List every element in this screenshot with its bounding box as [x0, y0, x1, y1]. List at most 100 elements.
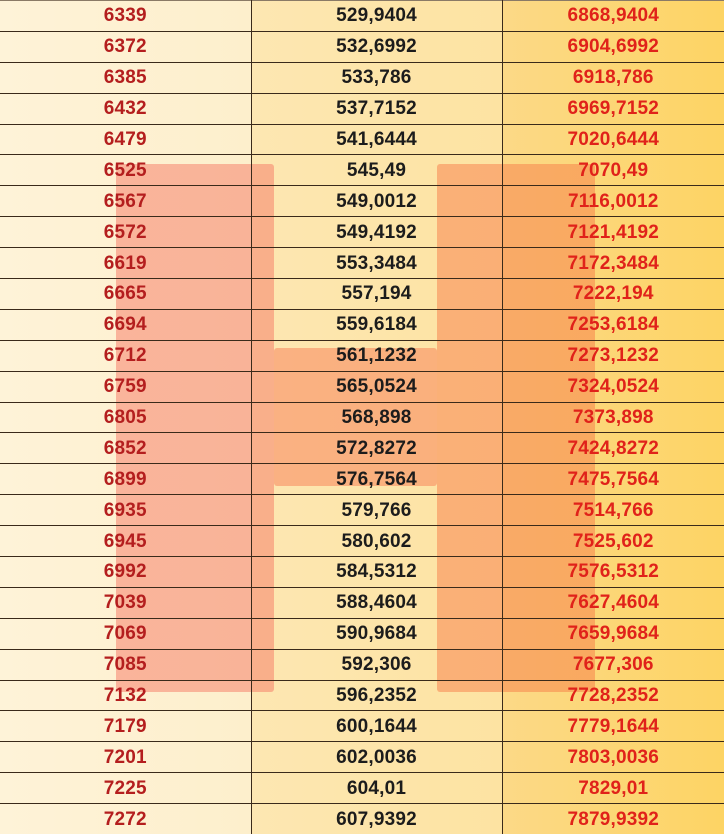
base-value-cell[interactable]: 7069 [0, 618, 252, 650]
base-value-cell[interactable]: 7179 [0, 710, 252, 743]
total-value-cell[interactable]: 6868,9404 [502, 0, 724, 32]
base-value-cell[interactable]: 7225 [0, 772, 252, 805]
added-value-cell[interactable]: 580,602 [251, 525, 503, 558]
total-value-cell[interactable]: 7475,7564 [502, 463, 724, 496]
base-value-cell[interactable]: 6992 [0, 556, 252, 588]
table-row: 6935 579,766 7514,766 [0, 494, 724, 527]
total-value-cell[interactable]: 7627,4604 [502, 587, 724, 619]
total-value-cell[interactable]: 7121,4192 [502, 216, 724, 249]
base-value-cell[interactable]: 6945 [0, 525, 252, 558]
table-row: 7225 604,01 7829,01 [0, 772, 724, 805]
added-value-cell[interactable]: 541,6444 [251, 124, 503, 156]
total-value-cell[interactable]: 7677,306 [502, 649, 724, 681]
added-value-cell[interactable]: 549,4192 [251, 216, 503, 249]
base-value-cell[interactable]: 7132 [0, 680, 252, 712]
total-value-cell[interactable]: 7659,9684 [502, 618, 724, 650]
base-value-cell[interactable]: 7085 [0, 649, 252, 681]
added-value-cell[interactable]: 590,9684 [251, 618, 503, 650]
base-value-cell[interactable]: 6432 [0, 93, 252, 125]
total-value-cell[interactable]: 7373,898 [502, 402, 724, 434]
base-value-cell[interactable]: 6525 [0, 154, 252, 187]
added-value-cell[interactable]: 549,0012 [251, 185, 503, 218]
base-value-cell[interactable]: 6712 [0, 340, 252, 372]
table-row: 6945 580,602 7525,602 [0, 525, 724, 558]
base-value-cell[interactable]: 6619 [0, 247, 252, 280]
total-value-cell[interactable]: 7829,01 [502, 772, 724, 805]
total-value-cell[interactable]: 7070,49 [502, 154, 724, 187]
base-value-cell[interactable]: 6385 [0, 62, 252, 94]
base-value-cell[interactable]: 6805 [0, 402, 252, 434]
added-value-cell[interactable]: 579,766 [251, 494, 503, 527]
total-value-cell[interactable]: 7222,194 [502, 278, 724, 310]
total-value-cell[interactable]: 6969,7152 [502, 93, 724, 125]
base-value-cell[interactable]: 7039 [0, 587, 252, 619]
table-row: 6665 557,194 7222,194 [0, 278, 724, 310]
added-value-cell[interactable]: 604,01 [251, 772, 503, 805]
table-row: 6852 572,8272 7424,8272 [0, 432, 724, 465]
total-value-cell[interactable]: 7514,766 [502, 494, 724, 527]
added-value-cell[interactable]: 592,306 [251, 649, 503, 681]
total-value-cell[interactable]: 7424,8272 [502, 432, 724, 465]
base-value-cell[interactable]: 6372 [0, 31, 252, 63]
total-value-cell[interactable]: 7172,3484 [502, 247, 724, 280]
base-value-cell[interactable]: 6759 [0, 371, 252, 403]
base-value-cell[interactable]: 6852 [0, 432, 252, 465]
table-row: 6479 541,6444 7020,6444 [0, 124, 724, 156]
added-value-cell[interactable]: 557,194 [251, 278, 503, 310]
total-value-cell[interactable]: 7020,6444 [502, 124, 724, 156]
added-value-cell[interactable]: 533,786 [251, 62, 503, 94]
added-value-cell[interactable]: 537,7152 [251, 93, 503, 125]
added-value-cell[interactable]: 584,5312 [251, 556, 503, 588]
total-value-cell[interactable]: 7779,1644 [502, 710, 724, 743]
table-row: 6385 533,786 6918,786 [0, 62, 724, 94]
added-value-cell[interactable]: 545,49 [251, 154, 503, 187]
table-row: 6339 529,9404 6868,9404 [0, 0, 724, 32]
base-value-cell[interactable]: 6665 [0, 278, 252, 310]
total-value-cell[interactable]: 7803,0036 [502, 741, 724, 774]
added-value-cell[interactable]: 572,8272 [251, 432, 503, 465]
total-value-cell[interactable]: 7273,1232 [502, 340, 724, 372]
table-row: 6805 568,898 7373,898 [0, 402, 724, 434]
added-value-cell[interactable]: 588,4604 [251, 587, 503, 619]
base-value-cell[interactable]: 6694 [0, 309, 252, 341]
base-value-cell[interactable]: 7201 [0, 741, 252, 774]
added-value-cell[interactable]: 607,9392 [251, 803, 503, 834]
total-value-cell[interactable]: 7728,2352 [502, 680, 724, 712]
base-value-cell[interactable]: 6935 [0, 494, 252, 527]
added-value-cell[interactable]: 553,3484 [251, 247, 503, 280]
base-value-cell[interactable]: 6899 [0, 463, 252, 496]
added-value-cell[interactable]: 596,2352 [251, 680, 503, 712]
table-row: 7132 596,2352 7728,2352 [0, 680, 724, 712]
base-value-cell[interactable]: 6567 [0, 185, 252, 218]
total-value-cell[interactable]: 6918,786 [502, 62, 724, 94]
table-row: 6992 584,5312 7576,5312 [0, 556, 724, 588]
total-value-cell[interactable]: 7253,6184 [502, 309, 724, 341]
total-value-cell[interactable]: 7116,0012 [502, 185, 724, 218]
total-value-cell[interactable]: 6904,6992 [502, 31, 724, 63]
added-value-cell[interactable]: 559,6184 [251, 309, 503, 341]
added-value-cell[interactable]: 576,7564 [251, 463, 503, 496]
added-value-cell[interactable]: 600,1644 [251, 710, 503, 743]
added-value-cell[interactable]: 602,0036 [251, 741, 503, 774]
table-row: 6525 545,49 7070,49 [0, 154, 724, 187]
table-row: 6899 576,7564 7475,7564 [0, 463, 724, 496]
base-value-cell[interactable]: 6479 [0, 124, 252, 156]
table-row: 7069 590,9684 7659,9684 [0, 618, 724, 650]
total-value-cell[interactable]: 7324,0524 [502, 371, 724, 403]
table-row: 6572 549,4192 7121,4192 [0, 216, 724, 249]
base-value-cell[interactable]: 6339 [0, 0, 252, 32]
total-value-cell[interactable]: 7525,602 [502, 525, 724, 558]
base-value-cell[interactable]: 6572 [0, 216, 252, 249]
base-value-cell[interactable]: 7272 [0, 803, 252, 834]
added-value-cell[interactable]: 565,0524 [251, 371, 503, 403]
added-value-cell[interactable]: 532,6992 [251, 31, 503, 63]
total-value-cell[interactable]: 7576,5312 [502, 556, 724, 588]
added-value-cell[interactable]: 529,9404 [251, 0, 503, 32]
added-value-cell[interactable]: 561,1232 [251, 340, 503, 372]
added-value-cell[interactable]: 568,898 [251, 402, 503, 434]
table-row: 6432 537,7152 6969,7152 [0, 93, 724, 125]
total-value-cell[interactable]: 7879,9392 [502, 803, 724, 834]
